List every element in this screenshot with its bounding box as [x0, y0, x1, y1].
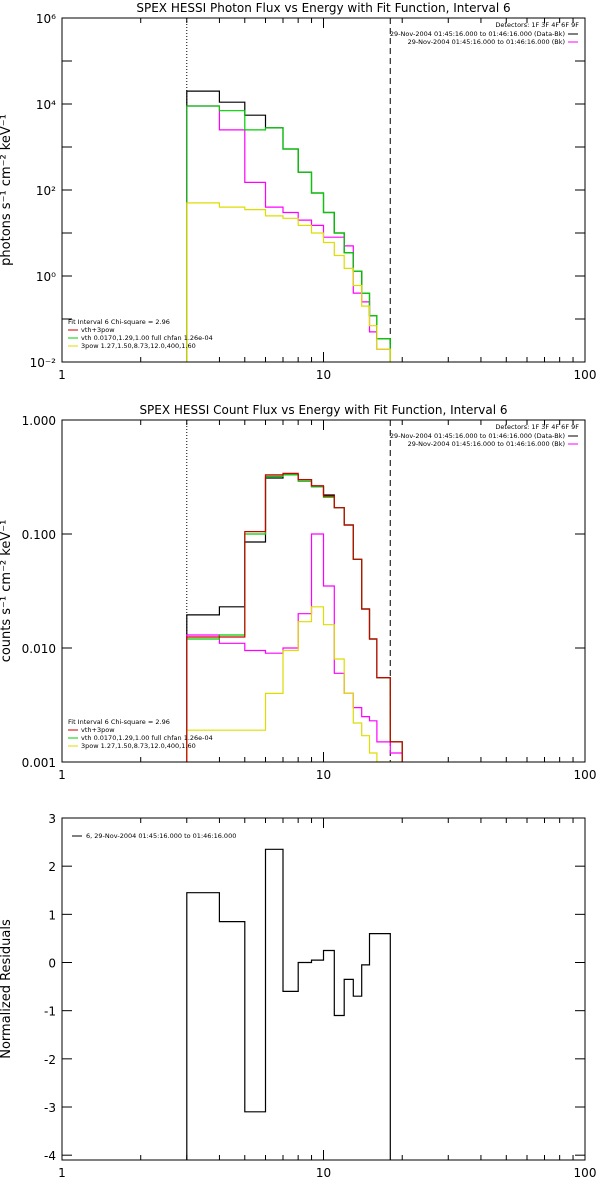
x-tick-label: 10 — [316, 1166, 331, 1180]
legend-right-entry: 29-Nov-2004 01:45:16.000 to 01:46:16.000… — [390, 30, 565, 38]
detectors-label: Detectors: 1F 3F 4F 6F 9F — [495, 21, 579, 29]
y-tick-label: 10⁻² — [30, 356, 57, 370]
chart-panel-1: SPEX HESSI Photon Flux vs Energy with Fi… — [0, 1, 596, 382]
series-line-4 — [186, 202, 391, 362]
y-tick-label: 10⁶ — [36, 12, 56, 26]
y-tick-label: -4 — [44, 1149, 56, 1163]
y-tick-label: -2 — [44, 1053, 56, 1067]
y-tick-label: 0.010 — [22, 642, 56, 656]
y-tick-label: 0.100 — [22, 528, 56, 542]
legend-left-entry: vth+3pow — [81, 726, 115, 734]
y-tick-label: 10⁰ — [36, 270, 56, 284]
y-tick-label: 0 — [48, 957, 56, 971]
chart-panel-3: Normalized Residuals 1 10 100 -4 -3 -2 -1 0 1 2 3 6,… — [0, 812, 596, 1180]
series-line-4 — [186, 606, 403, 762]
plot-frame — [61, 419, 586, 763]
legend-right-entry: 29-Nov-2004 01:45:16.000 to 01:46:16.000… — [408, 38, 565, 46]
series-group — [186, 472, 403, 762]
series-line-2 — [186, 105, 391, 362]
x-tick-label: 100 — [574, 368, 597, 382]
y-axis-label: Normalized Residuals — [0, 919, 14, 1059]
legend-left-entry: vth+3pow — [81, 326, 115, 334]
legend-right-entry: 29-Nov-2004 01:45:16.000 to 01:46:16.000… — [408, 440, 565, 448]
legend-left-entry: vth 0.0170,1.29,1.00 full chfan 1.26e-04 — [81, 734, 213, 742]
y-tick-label: 3 — [48, 812, 56, 826]
detectors-label: Detectors: 1F 3F 4F 6F 9F — [495, 423, 579, 431]
series-line-3 — [186, 105, 391, 362]
y-tick-label: 1.000 — [22, 414, 56, 428]
legend-left-entry: 3pow 1.27,1.50,8.73,12.0,400,1.60 — [81, 742, 196, 750]
x-tick-label: 100 — [574, 768, 597, 782]
x-tick-label: 1 — [58, 1166, 66, 1180]
x-tick-label: 10 — [316, 368, 331, 382]
fit-info-label: Fit Interval 6 Chi-square = 2.96 — [68, 718, 170, 726]
y-tick-label: 10⁴ — [36, 98, 56, 112]
series-line-1 — [186, 848, 391, 1160]
x-tick-label: 1 — [58, 368, 66, 382]
legend-left-entry: 3pow 1.27,1.50,8.73,12.0,400,1.60 — [81, 342, 196, 350]
y-tick-label: 2 — [48, 860, 56, 874]
x-tick-label: 10 — [316, 768, 331, 782]
series-group — [186, 90, 391, 362]
series-line-5 — [186, 472, 403, 762]
fit-info-label: Fit Interval 6 Chi-square = 2.96 — [68, 318, 170, 326]
series-line-2 — [186, 533, 403, 762]
plot-frame — [61, 817, 586, 1161]
legend-left-entry: vth 0.0170,1.29,1.00 full chfan 1.26e-04 — [81, 334, 213, 342]
legend-right-entry: 29-Nov-2004 01:45:16.000 to 01:46:16.000… — [390, 432, 565, 440]
y-tick-label: 10² — [36, 184, 56, 198]
x-tick-label: 1 — [58, 768, 66, 782]
chart-title: SPEX HESSI Photon Flux vs Energy with Fi… — [136, 1, 510, 15]
legend-left-entry: 6, 29-Nov-2004 01:45:16.000 to 01:46:16.… — [86, 832, 236, 840]
y-tick-label: -1 — [44, 1005, 56, 1019]
y-axis-label: counts s⁻¹ cm⁻² keV⁻¹ — [0, 520, 14, 663]
y-tick-label: 0.001 — [22, 756, 56, 770]
y-axis-label: photons s⁻¹ cm⁻² keV⁻¹ — [0, 114, 14, 266]
series-group — [186, 848, 391, 1160]
y-tick-label: -3 — [44, 1101, 56, 1115]
chart-panel-2: SPEX HESSI Count Flux vs Energy with Fit… — [0, 403, 596, 782]
x-tick-label: 100 — [574, 1166, 597, 1180]
plot-frame — [61, 17, 586, 363]
chart-title: SPEX HESSI Count Flux vs Energy with Fit… — [139, 403, 507, 417]
y-tick-label: 1 — [48, 908, 56, 922]
